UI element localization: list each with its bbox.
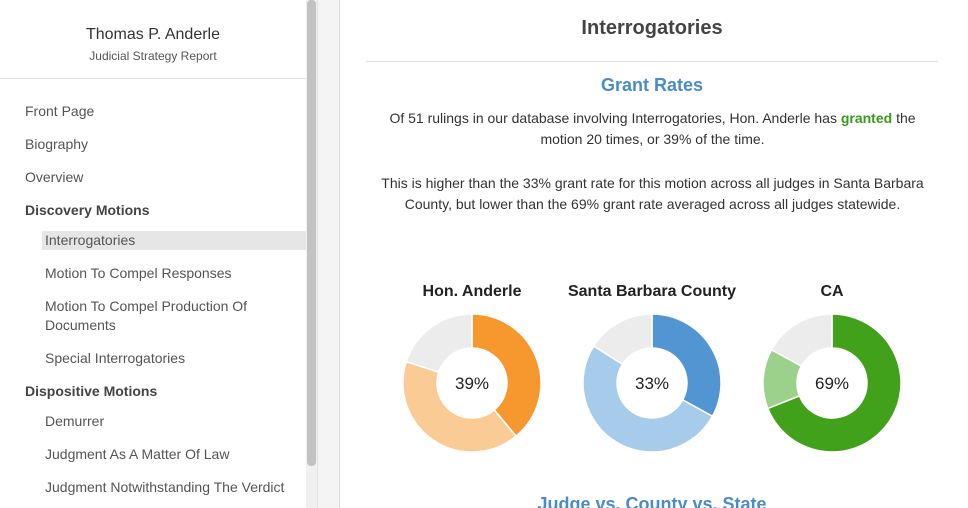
donut-slice-1-1 [582,344,714,453]
donut-slice-2-2 [770,313,833,368]
sidebar-header: Thomas P. Anderle Judicial Strategy Repo… [0,0,306,79]
donut-title-county: Santa Barbara County [567,283,737,300]
donut-slice-0-1 [402,360,518,453]
donut-slice-0-0 [471,313,542,438]
donut-title-judge: Hon. Anderle [422,283,522,300]
title-divider [366,61,938,62]
sidebar-scrollbar-thumb[interactable] [307,0,316,466]
sidebar-item-judgment-as-a-matter-of-law[interactable]: Judgment As A Matter Of Law [45,446,230,462]
grant-summary-text-1: Of 51 rulings in our database involving … [389,110,841,126]
sidebar-item-demurrer[interactable]: Demurrer [45,413,105,429]
sidebar-item-overview[interactable]: Overview [25,169,84,185]
judge-name: Thomas P. Anderle [85,26,220,43]
sidebar-item-dispositive-motions: Dispositive Motions [25,383,158,399]
donut-slice-0-2 [405,313,473,374]
sidebar: Thomas P. Anderle Judicial Strategy Repo… [0,0,306,508]
donut-center-label: 33% [635,374,669,393]
donut-slice-2-0 [766,313,902,453]
donut-center-label: 39% [455,374,489,393]
donut-slice-1-2 [592,313,653,366]
sidebar-item-motion-to-compel-responses[interactable]: Motion To Compel Responses [45,265,232,281]
grant-summary-paragraph: Of 51 rulings in our database involving … [380,108,925,150]
sidebar-item-front-page[interactable]: Front Page [25,103,95,119]
sidebar-item-biography[interactable]: Biography [25,136,89,152]
main-content: Interrogatories Grant Rates Of 51 ruling… [340,0,968,508]
donut-center-label: 69% [815,374,849,393]
section-heading-grant-rates: Grant Rates [600,75,704,95]
donut-chart-state: 69% [762,313,902,453]
sidebar-item-motion-to-compel-production-of-documents[interactable]: Motion To Compel Production Of Documents [45,298,248,333]
donut-slice-1-0 [651,313,722,418]
granted-emphasis: granted [840,110,893,126]
sidebar-item-judgment-notwithstanding-the-verdict[interactable]: Judgment Notwithstanding The Verdict [45,479,285,495]
sidebar-item-discovery-motions: Discovery Motions [25,202,150,218]
donut-chart-county: 33% [582,313,722,453]
content-gutter [318,0,340,508]
sidebar-item-interrogatories[interactable]: Interrogatories [42,231,306,250]
sidebar-item-special-interrogatories[interactable]: Special Interrogatories [45,350,186,366]
donut-title-state: CA [820,283,844,300]
report-subtitle: Judicial Strategy Report [89,49,217,63]
grant-summary-text-2: the motion 20 times, or 39% of the time. [540,110,916,147]
section-heading-comparison: Judge vs. County vs. State [537,494,767,508]
donut-chart-judge: 39% [402,313,542,453]
page-title: Interrogatories [581,17,723,39]
comparison-paragraph: This is higher than the 33% grant rate f… [381,175,924,212]
